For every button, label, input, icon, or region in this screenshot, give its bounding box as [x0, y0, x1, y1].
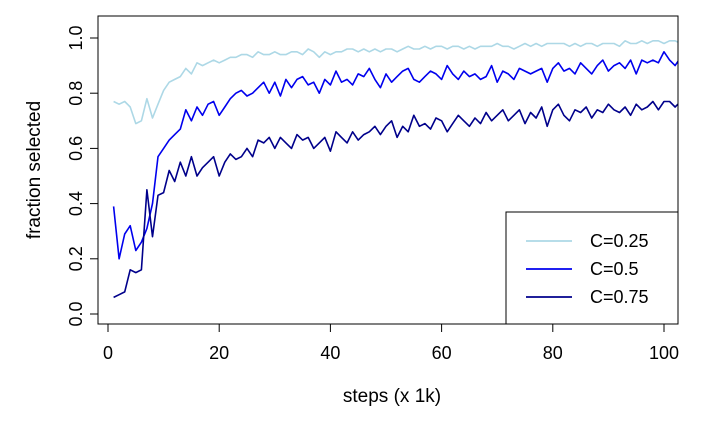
y-tick-label: 0.2 [66, 246, 86, 271]
y-tick-label: 0.8 [66, 81, 86, 106]
x-tick-label: 20 [209, 343, 229, 363]
y-tick-label: 0.4 [66, 191, 86, 216]
legend: C=0.25 C=0.5 C=0.75 [505, 211, 679, 325]
x-tick-label: 60 [432, 343, 452, 363]
y-axis-title: fraction selected [24, 101, 45, 239]
series-line-2 [112, 50, 678, 260]
legend-label: C=0.5 [590, 259, 639, 279]
plot-frame [97, 15, 679, 325]
series-line-1 [113, 39, 678, 125]
plot-lines [112, 39, 678, 299]
legend-label: C=0.75 [590, 287, 649, 307]
series-line-3 [113, 100, 678, 299]
y-tick-label: 1.0 [66, 25, 86, 50]
y-tick-label: 0.0 [66, 301, 86, 326]
y-tick-label: 0.6 [66, 136, 86, 161]
x-tick-label: 80 [543, 343, 563, 363]
x-axis-title: steps (x 1k) [343, 386, 441, 407]
legend-label: C=0.25 [590, 231, 649, 251]
x-tick-label: 40 [320, 343, 340, 363]
x-tick-label: 0 [103, 343, 113, 363]
legend-box [505, 211, 679, 325]
x-tick-label: 100 [649, 343, 679, 363]
